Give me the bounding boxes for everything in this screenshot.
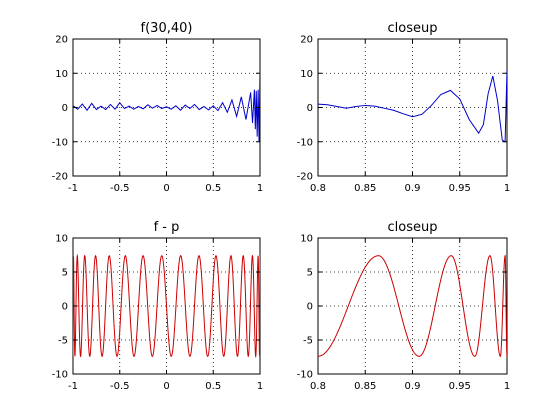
- y-tick-label: 0: [307, 103, 313, 114]
- y-tick-label: 10: [55, 234, 68, 245]
- y-tick-label: -10: [297, 137, 313, 148]
- y-tick-label: -10: [297, 370, 313, 381]
- x-tick-label: -1: [68, 183, 78, 194]
- x-tick-label: 1: [257, 183, 263, 194]
- y-tick-label: 20: [300, 35, 313, 46]
- x-tick-label: 1: [504, 381, 510, 392]
- y-tick-label: 0: [307, 302, 313, 313]
- x-tick-label: -1: [68, 381, 78, 392]
- x-tick-label: -0.5: [110, 381, 130, 392]
- axes-4: 0.8 0.85 0.9 0.95 1 -10 -5 0 5 10 closeup: [297, 220, 511, 392]
- chart-title: f(30,40): [141, 21, 193, 36]
- y-tick-label: -20: [297, 172, 313, 183]
- y-tick-label: 10: [300, 69, 313, 80]
- x-tick-label: 0.5: [205, 381, 221, 392]
- axes-2: 0.8 0.85 0.9 0.95 1 -20 -10 0 10 20 closeup: [297, 21, 511, 194]
- x-tick-label: -0.5: [110, 183, 130, 194]
- y-tick-label: 5: [307, 268, 313, 279]
- x-tick-label: 0.9: [405, 381, 421, 392]
- y-tick-label: -5: [58, 336, 68, 347]
- x-tick-label: 1: [504, 183, 510, 194]
- chart-title: closeup: [388, 220, 438, 235]
- x-tick-label: 0.5: [205, 183, 221, 194]
- chart-title: closeup: [388, 21, 438, 36]
- axes-3: -1 -0.5 0 0.5 1 -10 -5 0 5 10 f - p: [52, 220, 264, 392]
- y-tick-label: 20: [55, 35, 68, 46]
- x-tick-label: 0: [163, 381, 169, 392]
- y-tick-label: 0: [62, 302, 68, 313]
- series-line-1: [73, 69, 260, 142]
- y-tick-label: -10: [52, 137, 68, 148]
- series-line-1: [318, 254, 507, 357]
- x-tick-label: 0.95: [449, 183, 471, 194]
- series-line-1: [318, 69, 507, 143]
- y-tick-label: 0: [62, 103, 68, 114]
- y-tick-label: 10: [55, 69, 68, 80]
- chart-title: f - p: [154, 220, 180, 235]
- series-line-1: [73, 253, 260, 359]
- y-tick-label: -20: [52, 172, 68, 183]
- x-tick-label: 0.8: [310, 183, 326, 194]
- y-tick-label: 5: [62, 268, 68, 279]
- axes-1: -1 -0.5 0 0.5 1 -20 -10 0 10 20 f(30,40): [52, 21, 264, 194]
- x-tick-label: 0.95: [449, 381, 471, 392]
- y-tick-label: -5: [303, 336, 313, 347]
- y-tick-label: -10: [52, 370, 68, 381]
- x-tick-label: 0.8: [310, 381, 326, 392]
- y-tick-label: 10: [300, 234, 313, 245]
- x-tick-label: 0.85: [354, 183, 376, 194]
- x-tick-label: 0: [163, 183, 169, 194]
- x-tick-label: 0.85: [354, 381, 376, 392]
- x-tick-label: 0.9: [405, 183, 421, 194]
- x-tick-label: 1: [257, 381, 263, 392]
